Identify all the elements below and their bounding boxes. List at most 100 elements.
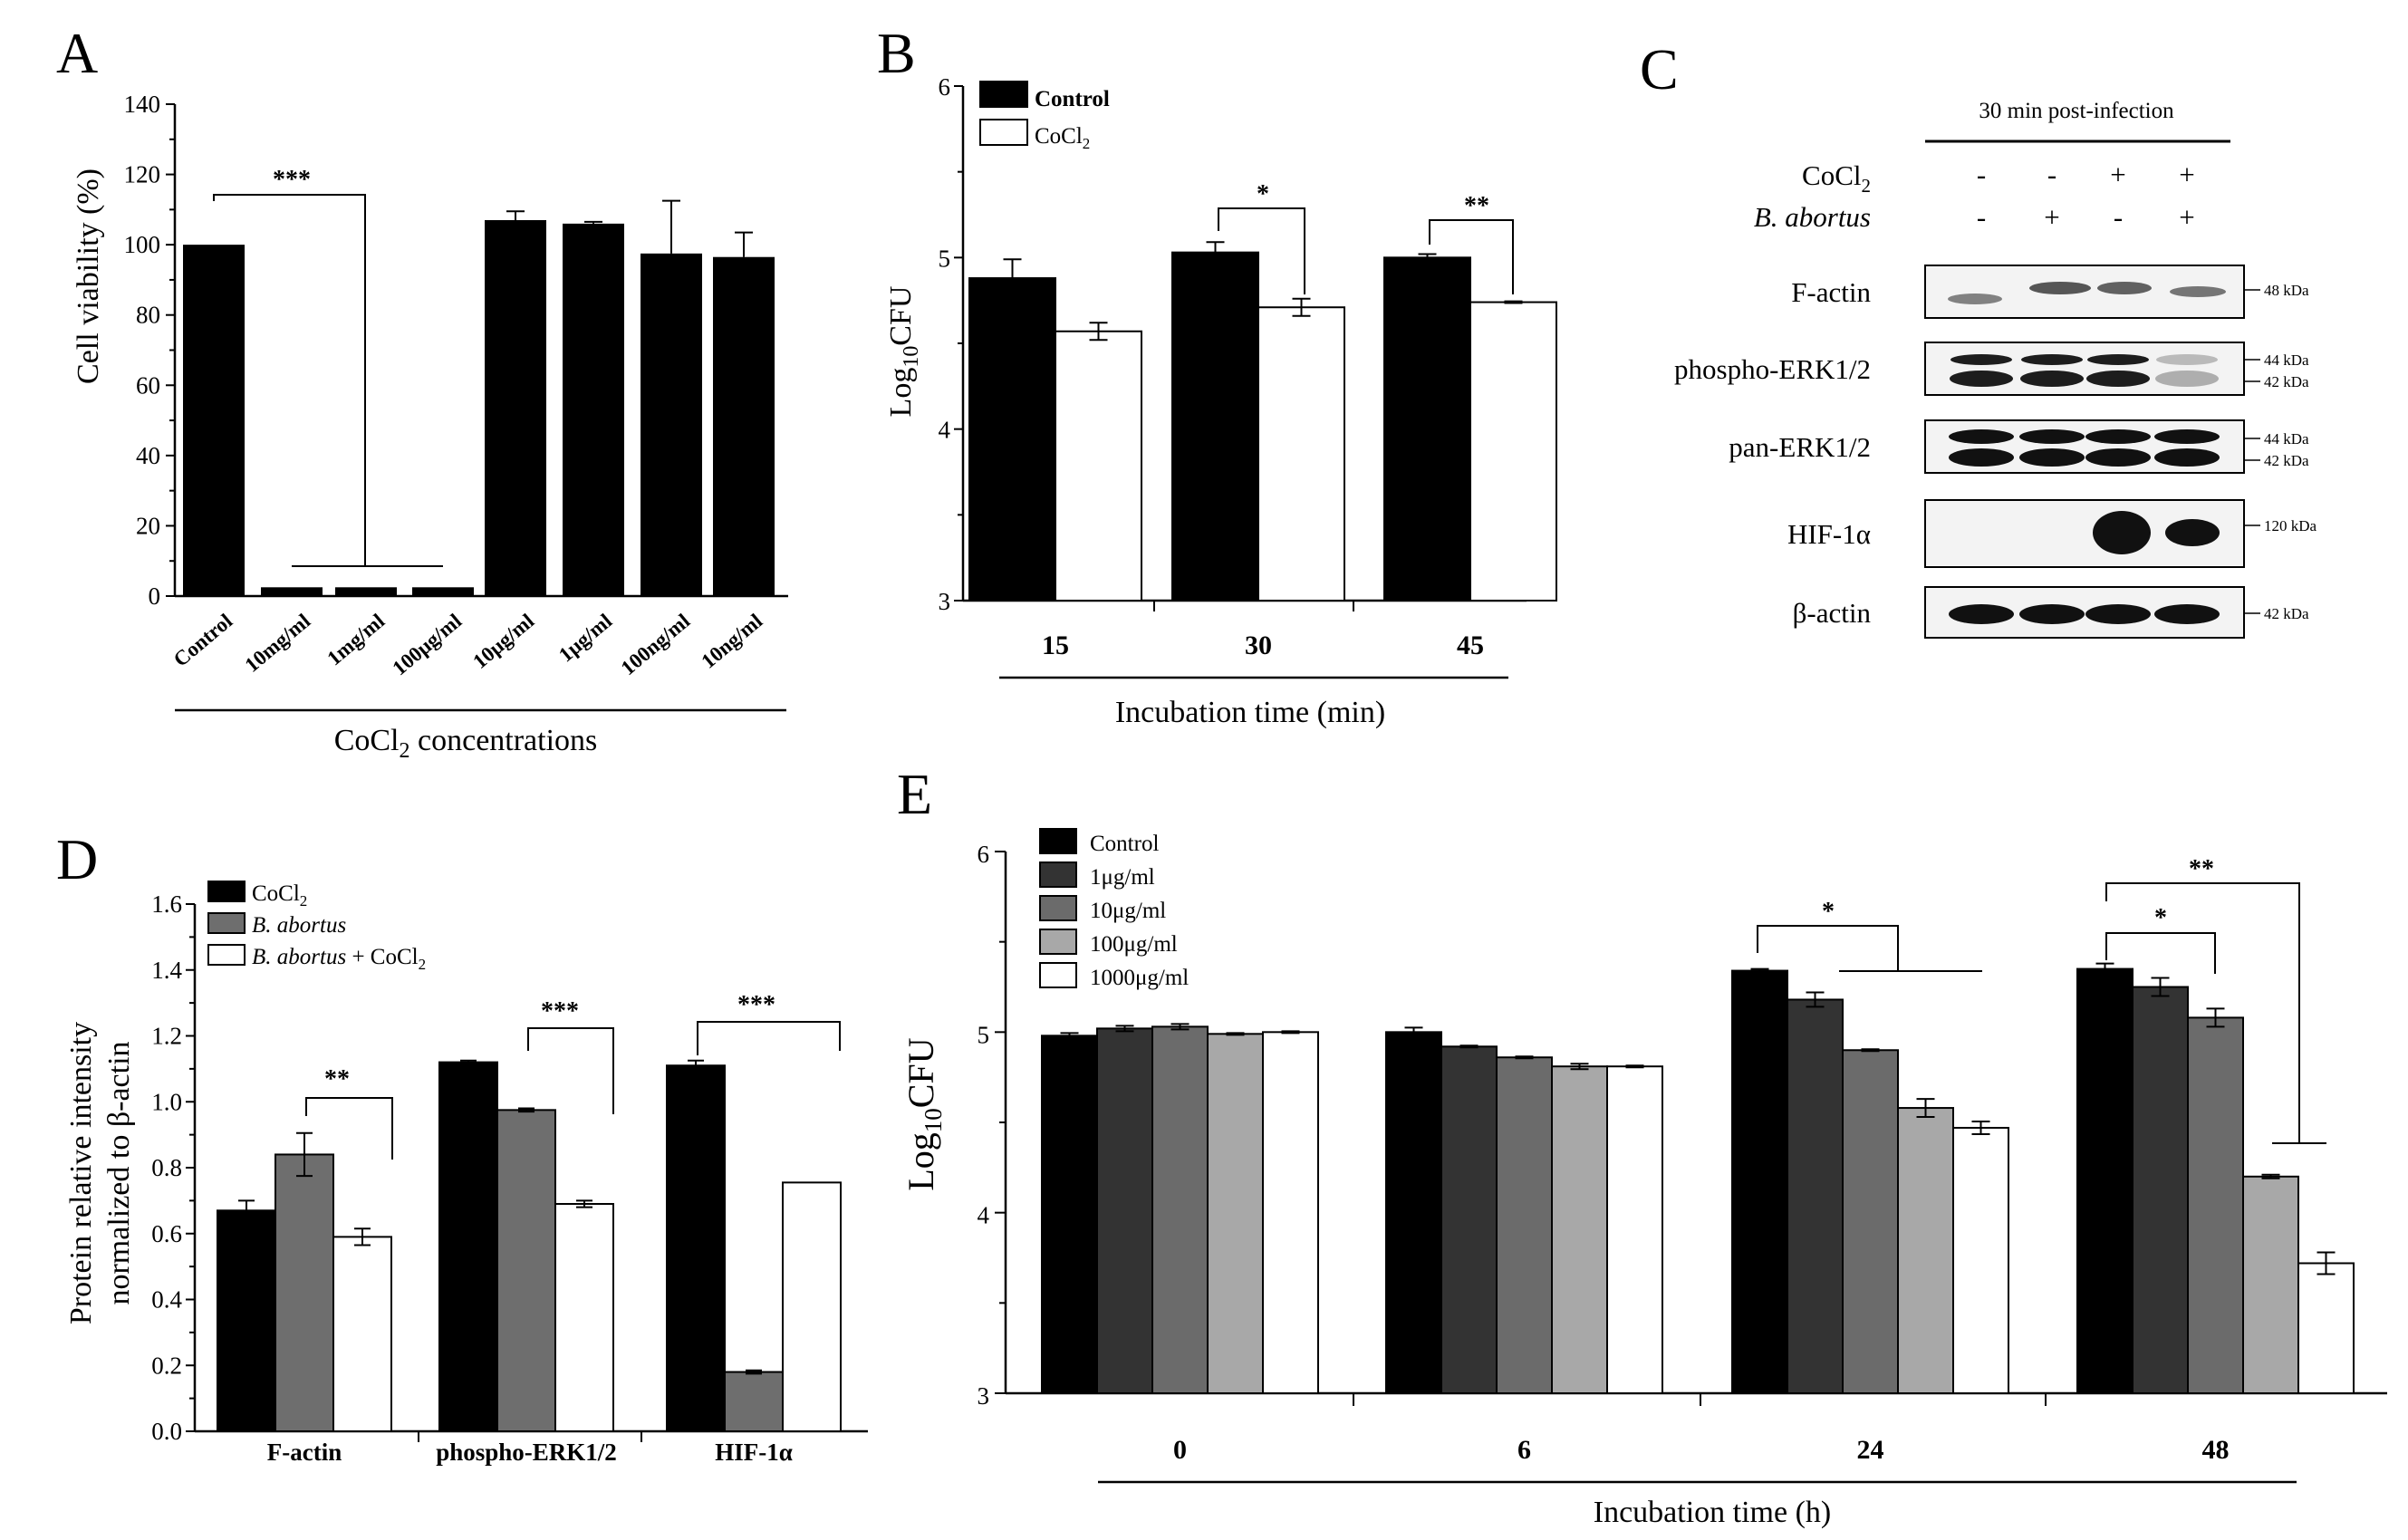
blot-sign: + <box>2179 159 2194 190</box>
panel-e-legend: Control 1μg/ml 10μg/ml 100μg/ml 1000μg/ml <box>1039 828 1189 990</box>
panel-e-ytick-label: 3 <box>978 1382 990 1410</box>
panel-e-legend-label: 1000μg/ml <box>1090 966 1189 990</box>
blot-band <box>2156 354 2218 365</box>
panel-d-letter: D <box>56 827 98 891</box>
blot-band <box>1949 429 2014 444</box>
panel-d-significance-bracket <box>305 1097 393 1160</box>
blot-images: F-actin 48 kDa phospho-ERK1/2 44 kDa 42 kDa p… <box>1674 265 2317 639</box>
blot-band <box>2021 354 2083 365</box>
panel-d-ytick-label: 1.4 <box>151 957 182 984</box>
panel-d-bar <box>332 1236 392 1432</box>
blot-band <box>2086 371 2150 387</box>
panel-a-ytick-label: 40 <box>136 442 160 469</box>
panel-e-legend-swatch <box>1039 929 1077 955</box>
panel-b-significance-bracket <box>1218 207 1305 294</box>
legend-label-control: Control <box>1035 87 1110 111</box>
blot-band <box>2085 604 2151 624</box>
blot-band <box>2154 448 2220 467</box>
panel-a-xtick-label: 10μg/ml <box>468 610 538 673</box>
panel-e-letter: E <box>897 762 932 826</box>
panel-a-significance-bracket <box>213 194 366 566</box>
panel-d-significance-label: *** <box>737 991 775 1019</box>
panel-b-ytick-label: 5 <box>939 245 951 272</box>
blot-row-label: phospho-ERK1/2 <box>1674 353 1871 385</box>
blot-sign: - <box>1977 201 1986 233</box>
panel-d-bar <box>666 1064 726 1433</box>
panel-b-ytick-label: 4 <box>939 417 951 444</box>
panel-d-significance-bracket <box>527 1027 614 1114</box>
panel-a-xtick-label: 100ng/ml <box>617 610 695 679</box>
panel-b-xlabel: Incubation time (min) <box>1115 696 1385 729</box>
panel-a-ytick-label: 60 <box>136 371 160 399</box>
panel-e-xtick-label: 6 <box>1517 1435 1531 1465</box>
panel-b-letter: B <box>877 21 916 85</box>
blot-marker-label: 44 kDa <box>2264 430 2309 448</box>
panel-b-bar <box>968 277 1056 602</box>
panel-e-bar <box>2242 1175 2299 1395</box>
legend-swatch-cocl2 <box>979 119 1028 146</box>
panel-e-legend-swatch <box>1039 962 1077 988</box>
panel-a-bar <box>183 245 245 596</box>
panel-a-bar <box>261 587 323 596</box>
panel-e-bar <box>1041 1035 1098 1394</box>
panel-d-bar <box>724 1371 784 1433</box>
blot-band <box>1950 371 2013 387</box>
panel-e-significance-bracket <box>2105 882 2300 1143</box>
panel-a-significance: *** <box>273 166 311 194</box>
panel-b-ytick-label: 6 <box>939 73 951 101</box>
panel-e-significance-label: * <box>1822 898 1835 926</box>
panel-a-bar <box>563 223 624 596</box>
panel-b-bar <box>1257 306 1345 602</box>
panel-d-ylabel-line2: normalized to β-actin <box>102 1041 136 1304</box>
legend-label-d-combo: B. abortus + CoCl2 <box>252 945 426 973</box>
panel-e-bar <box>1151 1025 1209 1395</box>
blot-band <box>2019 429 2085 444</box>
blot-sign: + <box>2110 159 2125 190</box>
panel-d-significance-bracket <box>697 1021 841 1055</box>
panel-e-bar <box>1842 1049 1899 1395</box>
panel-a-ytick-label: 100 <box>124 231 161 258</box>
blot-timepoint-header: 30 min post-infection <box>1979 99 2174 123</box>
legend-swatch-d-babortus <box>207 912 246 934</box>
panel-d-ytick-label: 1.6 <box>151 890 182 918</box>
panel-d-bar <box>782 1181 842 1433</box>
panel-e-ylabel: Log10CFU <box>901 1037 947 1190</box>
panel-a-ytick-label: 120 <box>124 161 161 188</box>
blot-row-label: β-actin <box>1793 597 1872 629</box>
panel-e-legend-swatch <box>1039 828 1077 854</box>
panel-a: A 0 20 40 60 80 100 120 140 Control 10mg/ml 1mg/ml… <box>56 21 788 763</box>
blot-band <box>2154 429 2220 444</box>
panel-a-letter: A <box>56 21 98 85</box>
panel-e-legend-label: 100μg/ml <box>1090 932 1178 957</box>
panel-a-bar <box>641 253 702 596</box>
panel-d-ytick-label: 0.8 <box>151 1154 182 1181</box>
blot-sign: - <box>2114 201 2123 233</box>
blot-band <box>1950 354 2012 365</box>
blot-marker-label: 42 kDa <box>2264 373 2309 390</box>
panel-e-bar <box>1897 1107 1954 1394</box>
blot-sign: + <box>2179 201 2194 233</box>
blot-band <box>1949 448 2014 467</box>
panel-e-bar <box>1606 1065 1663 1394</box>
panel-e-xtick-label: 0 <box>1173 1435 1187 1465</box>
blot-marker-label: 120 kDa <box>2264 517 2317 534</box>
panel-d-xtick-label: F-actin <box>267 1439 342 1466</box>
blot-band <box>2020 371 2084 387</box>
panel-d-ytick-label: 0.4 <box>151 1286 182 1314</box>
panel-e-legend-label: 10μg/ml <box>1090 899 1166 923</box>
blot-band <box>2019 604 2085 624</box>
panel-c: C 30 min post-infection CoCl2 B. abortus… <box>1640 37 2317 639</box>
blot-row-label: pan-ERK1/2 <box>1729 431 1871 463</box>
panel-e-bar <box>1207 1033 1264 1394</box>
blot-frame <box>1924 342 2245 396</box>
panel-a-xtick-label: 1μg/ml <box>554 610 616 667</box>
panel-a-xlabel: CoCl2 concentrations <box>334 724 598 763</box>
panel-b-bar <box>1469 301 1557 602</box>
panel-e-ytick-label: 5 <box>978 1021 990 1048</box>
panel-b-xtick-label: 15 <box>1042 630 1069 660</box>
panel-d-bar <box>496 1109 556 1432</box>
